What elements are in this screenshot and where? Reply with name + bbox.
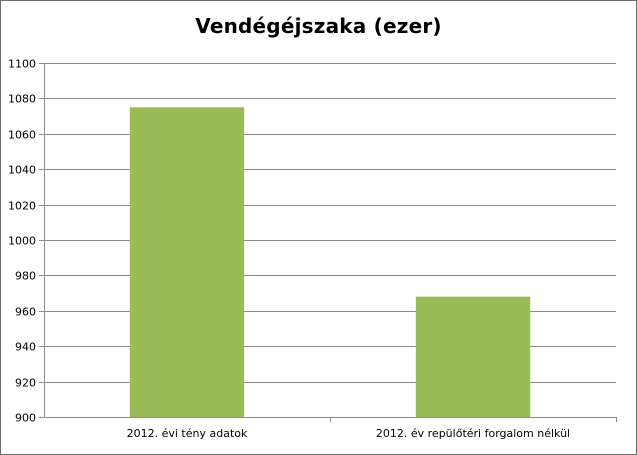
bar — [129, 107, 245, 417]
y-tick-label: 1000 — [8, 235, 36, 248]
x-category-label: 2012. év repülőtéri forgalom nélkül — [376, 427, 570, 440]
y-tick-label: 1060 — [8, 129, 36, 142]
y-tick-label: 1080 — [8, 93, 36, 106]
x-category-labels: 2012. évi tény adatok 2012. év repülőtéri… — [127, 427, 570, 440]
y-tick-label: 940 — [15, 341, 36, 354]
y-tick-label: 1020 — [8, 200, 36, 213]
bars — [129, 107, 531, 417]
bar — [415, 296, 531, 417]
y-tick-label: 920 — [15, 377, 36, 390]
y-tick-labels: 900 920 940 960 980 1000 1020 1040 1060 1080 1100 — [8, 58, 36, 425]
y-tick-label: 900 — [15, 412, 36, 425]
axes — [39, 63, 617, 422]
y-tick-label: 1100 — [8, 58, 36, 71]
chart-title: Vendégéjszaka (ezer) — [195, 14, 442, 38]
y-tick-label: 980 — [15, 270, 36, 283]
x-category-label: 2012. évi tény adatok — [127, 427, 248, 440]
y-tick-label: 960 — [15, 306, 36, 319]
y-tick-label: 1040 — [8, 164, 36, 177]
